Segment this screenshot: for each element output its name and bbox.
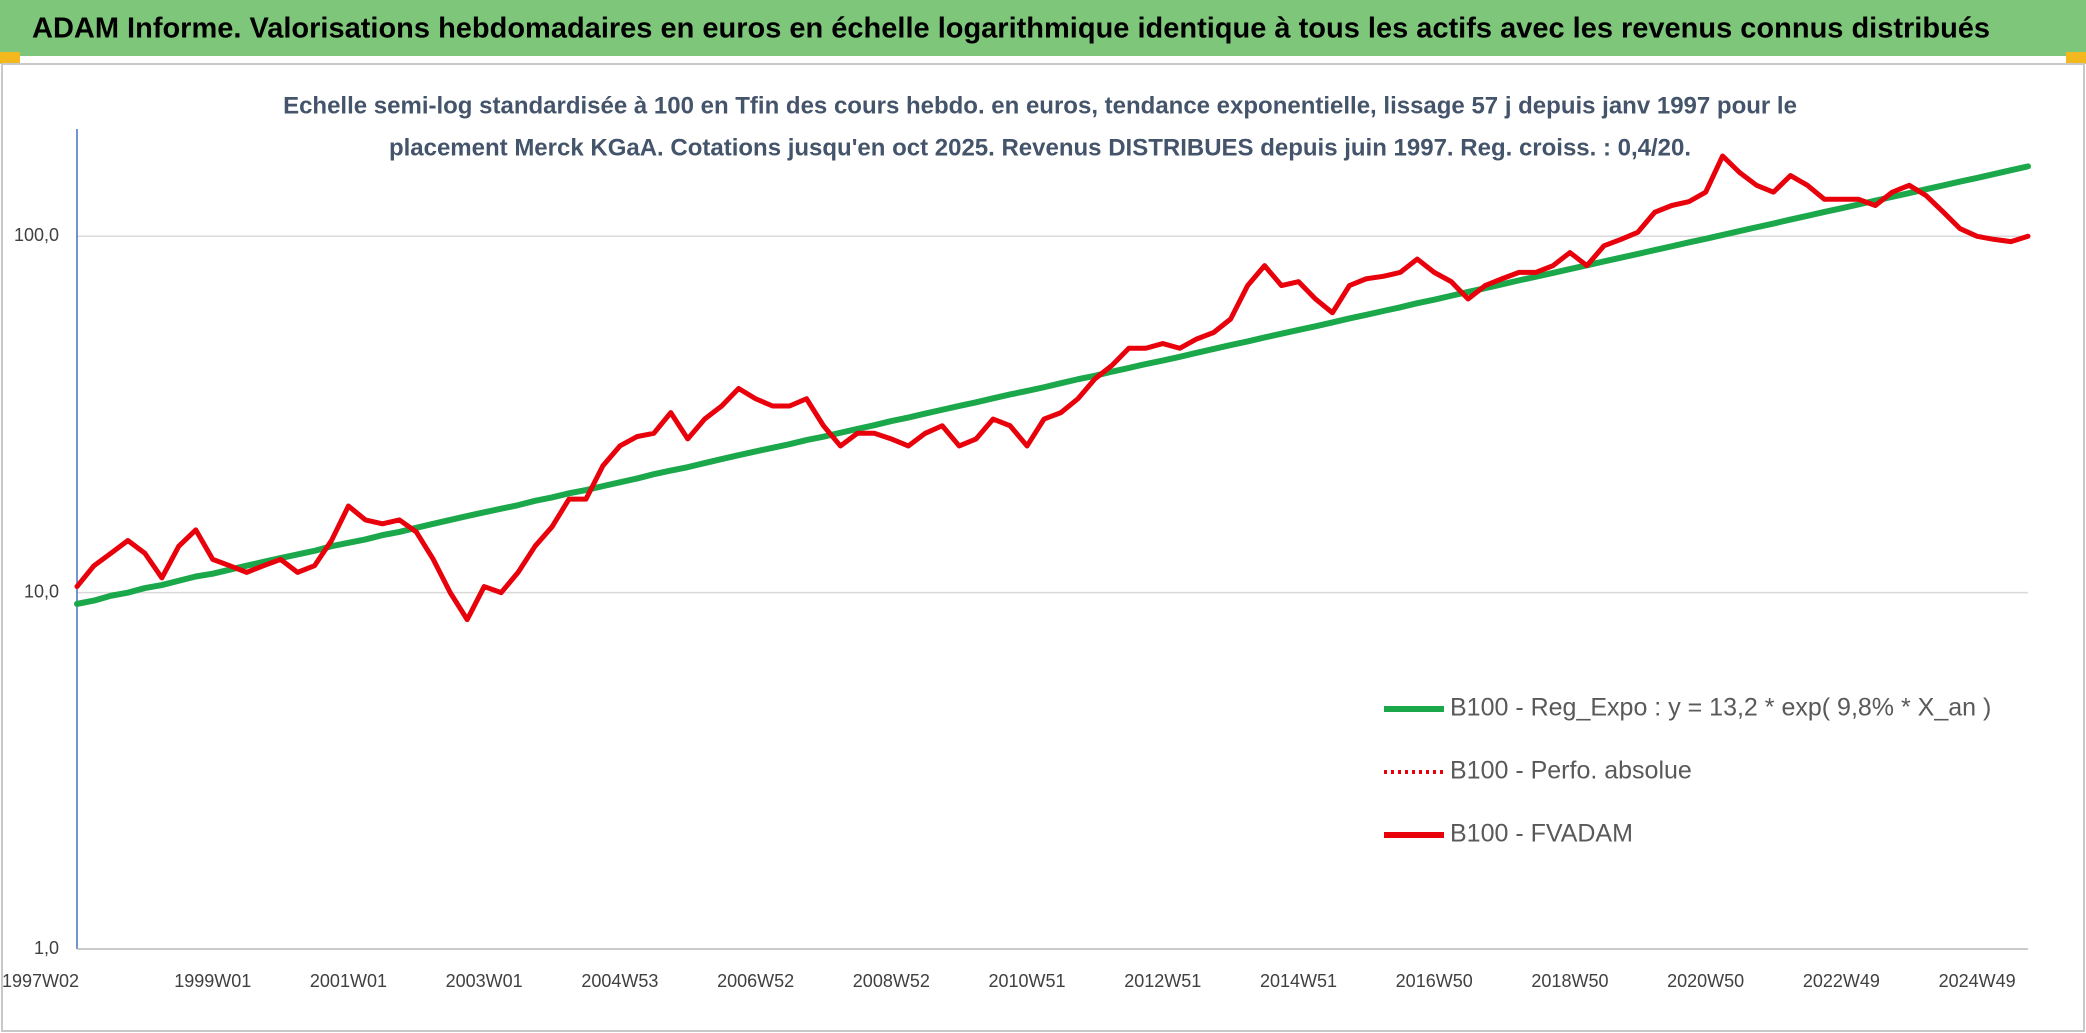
- x-tick-label: 2010W51: [989, 971, 1066, 991]
- corner-mark: [2066, 52, 2086, 64]
- x-tick-label: 2012W51: [1124, 971, 1201, 991]
- legend-label: B100 - Perfo. absolue: [1450, 757, 1692, 785]
- x-tick-label: 1999W01: [174, 971, 251, 991]
- x-tick-label: 2024W49: [1939, 971, 2016, 991]
- y-tick-label: 1,0: [34, 938, 59, 958]
- corner-mark: [0, 52, 20, 64]
- chart-frame: [1, 63, 2085, 1032]
- chart-subtitle: Echelle semi-log standardisée à 100 en T…: [283, 92, 1797, 119]
- legend-label: B100 - FVADAM: [1450, 820, 1633, 848]
- x-tick-label: 2006W52: [717, 971, 794, 991]
- x-tick-label: 2001W01: [310, 971, 387, 991]
- header-bar: [0, 0, 2086, 56]
- x-tick-label: 2004W53: [581, 971, 658, 991]
- x-tick-label: 1997W02: [2, 971, 79, 991]
- legend-label: B100 - Reg_Expo : y = 13,2 * exp( 9,8% *…: [1450, 694, 1991, 722]
- x-tick-label: 2008W52: [853, 971, 930, 991]
- x-tick-label: 2014W51: [1260, 971, 1337, 991]
- y-tick-label: 10,0: [24, 581, 59, 601]
- x-tick-label: 2003W01: [446, 971, 523, 991]
- chart-title: ADAM Informe. Valorisations hebdomadaire…: [32, 13, 1990, 45]
- x-tick-label: 2022W49: [1803, 971, 1880, 991]
- series-line: [74, 153, 2031, 623]
- x-tick-label: 2020W50: [1667, 971, 1744, 991]
- chart-subtitle: placement Merck KGaA. Cotations jusqu'en…: [389, 134, 1691, 161]
- x-tick-label: 2016W50: [1396, 971, 1473, 991]
- y-tick-label: 100,0: [14, 225, 59, 245]
- series-line: [74, 163, 2031, 607]
- x-tick-label: 2018W50: [1531, 971, 1608, 991]
